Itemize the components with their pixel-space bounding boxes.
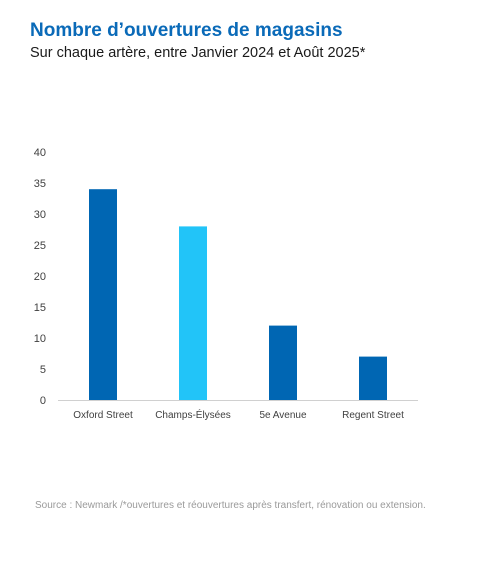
y-tick-label: 30 bbox=[34, 209, 46, 221]
source-note: Source : Newmark /*ouvertures et réouver… bbox=[35, 500, 426, 511]
bar-1 bbox=[179, 226, 207, 400]
x-tick-label: Champs-Élysées bbox=[155, 408, 231, 421]
y-axis: 0 5 10 15 20 25 30 35 40 bbox=[34, 147, 46, 407]
y-tick-label: 40 bbox=[34, 147, 46, 159]
y-tick-label: 35 bbox=[34, 178, 46, 190]
x-tick-label: Regent Street bbox=[342, 410, 404, 421]
x-axis: Oxford Street Champs-Élysées 5e Avenue Rege… bbox=[73, 408, 404, 421]
chart-title: Nombre d’ouvertures de magasins bbox=[30, 20, 343, 41]
y-tick-label: 25 bbox=[34, 240, 46, 252]
bar-3 bbox=[359, 356, 387, 400]
y-tick-label: 20 bbox=[34, 271, 46, 283]
chart-subtitle: Sur chaque artère, entre Janvier 2024 et… bbox=[30, 45, 366, 61]
bars bbox=[89, 189, 387, 400]
x-tick-label: 5e Avenue bbox=[259, 410, 307, 421]
y-tick-label: 0 bbox=[40, 395, 46, 407]
x-tick-label: Oxford Street bbox=[73, 410, 133, 421]
y-tick-label: 5 bbox=[40, 364, 46, 376]
bar-2 bbox=[269, 325, 297, 400]
bar-0 bbox=[89, 189, 117, 400]
y-tick-label: 15 bbox=[34, 302, 46, 314]
y-tick-label: 10 bbox=[34, 333, 46, 345]
